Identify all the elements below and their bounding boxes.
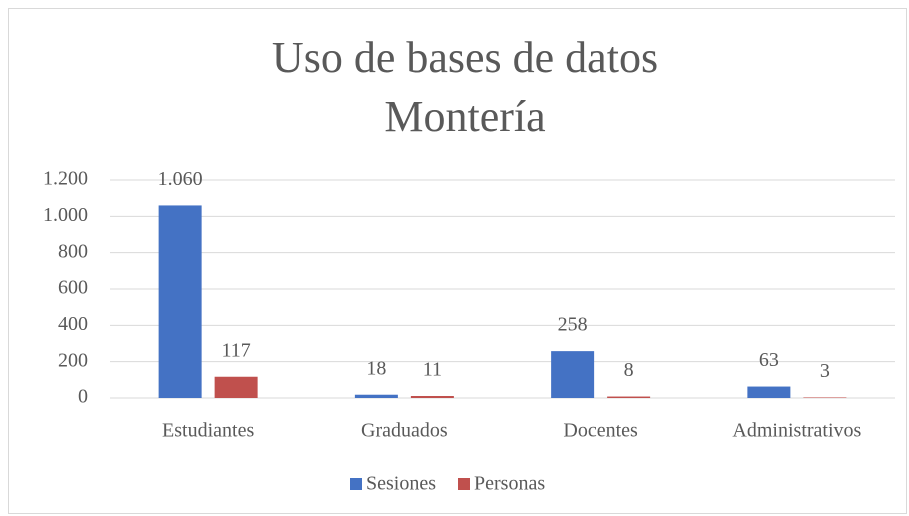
bar <box>354 394 398 398</box>
y-tick-label: 0 <box>78 386 88 408</box>
data-label: 258 <box>558 314 588 336</box>
legend-label: Sesiones <box>366 473 436 495</box>
y-tick-label: 400 <box>58 313 88 335</box>
data-label: 63 <box>759 349 779 371</box>
bar <box>158 205 202 398</box>
y-tick-label: 200 <box>58 349 88 371</box>
x-tick-label: Estudiantes <box>162 420 254 442</box>
bar <box>551 351 595 398</box>
data-label: 11 <box>423 359 442 381</box>
data-label: 8 <box>624 359 634 381</box>
chart-title: Montería <box>384 92 545 141</box>
y-tick-label: 800 <box>58 240 88 262</box>
x-tick-label: Administrativos <box>732 420 861 442</box>
data-label: 117 <box>221 339 250 361</box>
y-tick-label: 600 <box>58 277 88 299</box>
legend-swatch <box>350 478 362 490</box>
data-label: 1.060 <box>158 168 203 190</box>
bar <box>214 376 258 398</box>
legend-swatch <box>458 478 470 490</box>
y-tick-label: 1.000 <box>43 204 88 226</box>
data-label: 3 <box>820 360 830 382</box>
bar <box>607 396 651 398</box>
x-tick-label: Docentes <box>563 420 638 442</box>
bar <box>803 397 847 398</box>
bar <box>747 386 791 398</box>
x-tick-label: Graduados <box>361 420 448 442</box>
data-label: 18 <box>366 357 386 379</box>
chart-title: Uso de bases de datos <box>272 33 658 82</box>
bar <box>410 396 454 398</box>
chart-border <box>8 8 907 514</box>
y-tick-label: 1.200 <box>43 168 88 190</box>
legend-label: Personas <box>474 473 545 495</box>
